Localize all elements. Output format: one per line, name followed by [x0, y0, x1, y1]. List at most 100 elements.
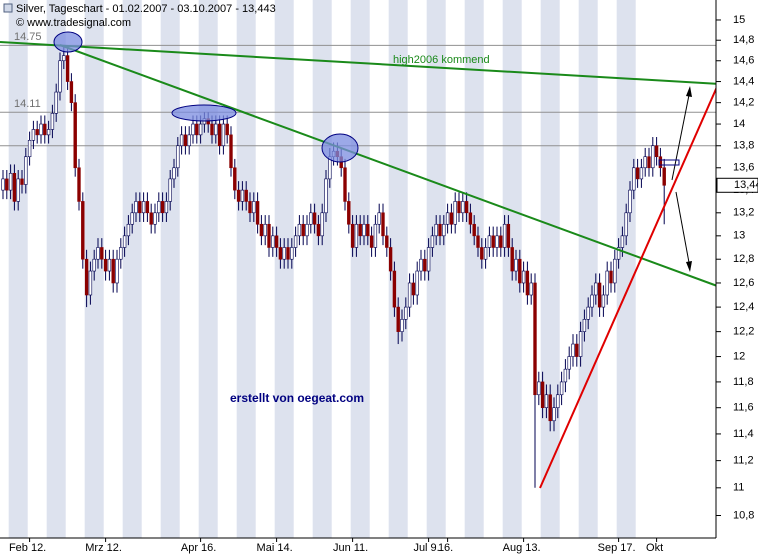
candle-body: [119, 247, 123, 260]
right-axis-area: [716, 0, 758, 556]
candle-body: [468, 212, 473, 225]
candle-body: [290, 247, 294, 260]
week-stripe: [46, 0, 66, 538]
x-tick-label: Feb 12.: [9, 542, 46, 554]
reference-label: 14.75: [14, 31, 42, 43]
candle-body: [191, 123, 195, 136]
candle-body: [20, 178, 24, 185]
candle-body: [271, 235, 275, 248]
candle-body: [221, 123, 226, 147]
candle-body: [616, 247, 621, 260]
candle-body: [628, 189, 632, 214]
candle-body: [438, 223, 442, 237]
candle-body: [187, 134, 191, 147]
candle-body: [286, 247, 290, 260]
candle-body: [244, 189, 248, 202]
candle-body: [388, 247, 393, 272]
candle-body: [229, 134, 233, 169]
candle-body: [430, 235, 435, 248]
candle-body: [255, 201, 260, 225]
trend-line: [0, 41, 721, 85]
y-tick-label: 11: [733, 482, 744, 494]
candle-body: [396, 306, 400, 332]
candle-body: [100, 247, 104, 260]
candle-body: [5, 178, 9, 191]
candle-body: [320, 212, 324, 237]
candle-body: [407, 282, 412, 308]
x-tick-label: Mai 14.: [257, 542, 293, 554]
candle-body: [312, 212, 317, 225]
candle-body: [263, 223, 267, 237]
candle-body: [483, 247, 488, 260]
candle-body: [267, 223, 271, 248]
highlight-ellipse: [171, 104, 237, 122]
candle-body: [354, 223, 359, 248]
candle-body: [358, 223, 362, 237]
candle-body: [274, 235, 279, 248]
candle-body: [426, 247, 431, 272]
y-tick-label: 14,4: [733, 75, 754, 87]
candle-body: [111, 258, 115, 284]
candle-body: [157, 201, 161, 214]
candle-body: [540, 381, 545, 408]
candle-body: [217, 123, 222, 147]
candle-body: [77, 167, 81, 202]
annotation: high2006 kommend: [393, 54, 490, 66]
arrow-head: [686, 261, 692, 272]
candle-body: [377, 212, 381, 225]
candle-body: [419, 258, 423, 272]
candle-body: [510, 247, 514, 272]
candle-body: [381, 212, 385, 237]
candle-body: [84, 258, 89, 296]
candle-body: [50, 113, 55, 130]
candle-body: [134, 201, 138, 214]
candle-body: [39, 123, 43, 136]
candle-body: [506, 223, 511, 248]
candle-body: [567, 356, 571, 370]
candle-body: [96, 247, 100, 260]
candle-body: [282, 247, 286, 260]
candle-body: [590, 294, 594, 308]
candle-body: [518, 258, 522, 284]
candle-body: [73, 102, 77, 169]
candle-body: [624, 212, 628, 237]
y-tick-label: 12,8: [733, 253, 754, 265]
candle-body: [248, 201, 252, 214]
candle-body: [662, 167, 666, 186]
arrow: [675, 191, 691, 269]
candle-body: [195, 123, 199, 136]
candle-body: [620, 235, 625, 248]
x-tick-label: Sep 17.: [598, 542, 636, 554]
candle-body: [27, 139, 32, 158]
candle-body: [92, 258, 96, 272]
candle-body: [647, 156, 651, 169]
highlight-ellipse: [321, 133, 359, 163]
week-stripe: [350, 0, 370, 538]
candle-body: [544, 394, 549, 408]
candle-body: [597, 282, 602, 308]
candle-body: [16, 178, 20, 202]
trend-line: [539, 79, 721, 489]
candle-body: [153, 212, 157, 225]
x-tick-label: 16.: [438, 542, 453, 554]
candle-body: [423, 258, 427, 272]
candle-body: [46, 129, 51, 136]
candle-body: [252, 201, 256, 214]
candle-body: [107, 258, 112, 272]
x-tick-label: Okt: [646, 542, 663, 554]
candle-body: [259, 223, 264, 237]
candle-body: [434, 223, 438, 237]
last-value-box: [716, 177, 758, 193]
candle-body: [651, 145, 655, 169]
candle-body: [491, 235, 495, 248]
marker-box: [658, 159, 680, 166]
candle-body: [362, 223, 366, 237]
candle-body: [487, 235, 492, 248]
week-stripe: [540, 0, 560, 538]
candle-body: [601, 294, 606, 308]
candle-body: [301, 223, 305, 237]
week-stripe: [274, 0, 294, 538]
candle-body: [88, 270, 93, 296]
candle-body: [476, 235, 480, 248]
candle-body: [461, 201, 465, 214]
